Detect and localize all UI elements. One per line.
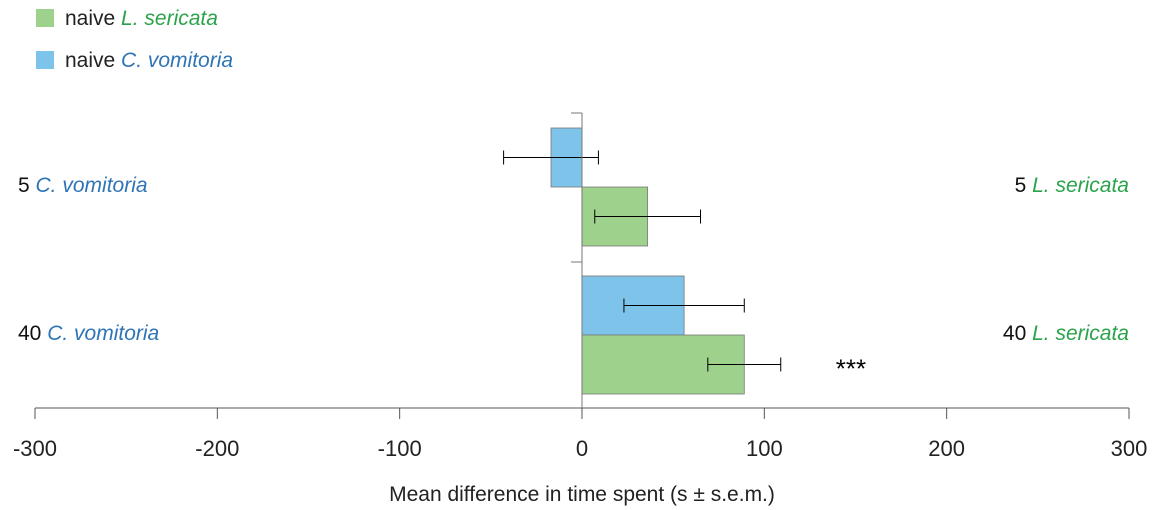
x-tick-label: 200: [928, 436, 965, 461]
category-species: L. sericata: [1032, 174, 1129, 197]
category-label-left-1: 40 C. vomitoria: [18, 322, 159, 345]
error-bar-1-1: [623, 298, 745, 313]
legend-prefix: naive: [65, 49, 121, 72]
legend-swatch-1: [36, 51, 54, 69]
error-bar-1-0: [707, 357, 782, 372]
category-prefix: 5: [18, 174, 36, 197]
category-prefix: 40: [18, 322, 47, 345]
bars: ***: [503, 127, 866, 395]
error-bar-0-1: [503, 150, 599, 165]
significance-annotation: ***: [836, 354, 866, 384]
category-label-left-0: 5 C. vomitoria: [18, 174, 148, 197]
x-tick-label: 0: [576, 436, 588, 461]
x-axis-title: Mean difference in time spent (s ± s.e.m…: [389, 483, 775, 506]
legend-species: C. vomitoria: [121, 49, 233, 72]
x-tick-label: -200: [195, 436, 239, 461]
category-species: C. vomitoria: [36, 174, 148, 197]
error-bar-0-0: [594, 209, 702, 224]
x-tick-label: 300: [1111, 436, 1148, 461]
x-tick-label: -100: [378, 436, 422, 461]
category-prefix: 40: [1003, 322, 1032, 345]
legend-swatch-0: [36, 9, 54, 27]
category-prefix: 5: [1015, 174, 1033, 197]
category-label-right-1: 40 L. sericata: [1003, 322, 1129, 345]
axes: -300 -200 -100 0 100 200 300 Mean difference in…: [13, 112, 1148, 506]
x-tick-label: -300: [13, 436, 57, 461]
category-label-right-0: 5 L. sericata: [1015, 174, 1129, 197]
legend-label-1: naive C. vomitoria: [65, 49, 233, 72]
x-tick-label: 100: [746, 436, 783, 461]
legend-label-0: naive L. sericata: [65, 7, 218, 30]
category-species: C. vomitoria: [47, 322, 159, 345]
legend-species: L. sericata: [121, 7, 218, 30]
category-species: L. sericata: [1032, 322, 1129, 345]
legend-prefix: naive: [65, 7, 121, 30]
